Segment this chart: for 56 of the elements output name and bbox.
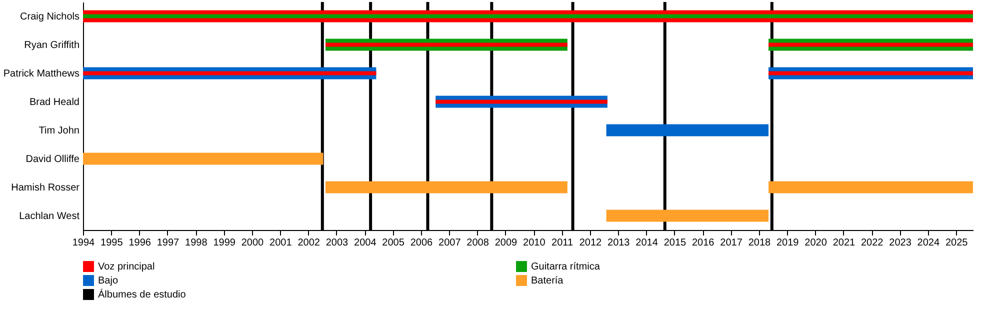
bar (768, 42, 973, 47)
x-tick-label: 1998 (185, 238, 208, 248)
legend-label: Batería (531, 276, 564, 286)
bar (606, 210, 769, 222)
y-tick-label: Ryan Griffith (24, 40, 80, 51)
x-tick-label: 2018 (748, 238, 772, 248)
x-tick-label: 2004 (354, 238, 377, 248)
y-tick-label: Lachlan West (19, 210, 80, 222)
y-tick-label: Brad Heald (29, 96, 80, 108)
legend-label: Bajo (98, 276, 118, 286)
y-tick-label: Tim John (38, 125, 80, 136)
bar (768, 71, 973, 76)
bar (83, 14, 973, 18)
bar (325, 181, 568, 194)
x-tick-label: 2009 (494, 238, 518, 248)
y-tick-label: Hamish Rosser (11, 182, 80, 194)
x-tick-label: 2022 (860, 238, 884, 248)
bar (83, 152, 324, 165)
legend-label: Álbumes de estudio (98, 288, 186, 300)
x-tick-label: 2025 (945, 238, 968, 248)
x-tick-label: 2023 (889, 238, 912, 248)
x-tick-label: 2001 (270, 238, 292, 248)
x-tick-label: 2019 (776, 238, 800, 248)
x-tick-label: 2016 (692, 238, 715, 248)
x-tick-label: 2017 (720, 238, 743, 248)
x-tick-label: 2020 (804, 238, 828, 248)
x-tick-label: 2010 (523, 238, 546, 248)
x-tick-label: 1995 (100, 238, 124, 248)
x-tick-label: 2012 (579, 238, 602, 248)
x-tick-label: 2015 (664, 238, 687, 248)
bar (83, 71, 376, 76)
x-tick-label: 1999 (213, 238, 236, 248)
x-tick-label: 2021 (832, 238, 856, 248)
bar (768, 181, 973, 194)
bar (436, 100, 608, 104)
x-tick-label: 2014 (636, 238, 658, 248)
x-tick-label: 2002 (298, 238, 320, 248)
x-tick-label: 2008 (466, 238, 490, 248)
x-tick-label: 2013 (608, 238, 630, 248)
x-tick-label: 2003 (326, 238, 349, 248)
x-tick-label: 2000 (241, 238, 264, 248)
bar (325, 42, 568, 47)
x-tick-label: 2005 (382, 238, 405, 248)
x-tick-label: 1997 (156, 238, 180, 248)
x-tick-label: 2024 (917, 238, 940, 248)
x-tick-label: 2006 (410, 238, 434, 248)
legend-label: Voz principal (98, 262, 155, 273)
y-tick-label: Patrick Matthews (3, 68, 80, 80)
x-tick-label: 2007 (438, 238, 462, 248)
x-tick-label: 2011 (552, 238, 574, 248)
bar (606, 124, 769, 136)
y-tick-label: David Olliffe (26, 154, 80, 165)
legend-label: Guitarra rítmica (531, 262, 600, 273)
x-tick-label: 1996 (128, 238, 152, 248)
y-tick-label: Craig Nichols (20, 11, 80, 22)
x-tick-label: 1994 (72, 238, 96, 248)
